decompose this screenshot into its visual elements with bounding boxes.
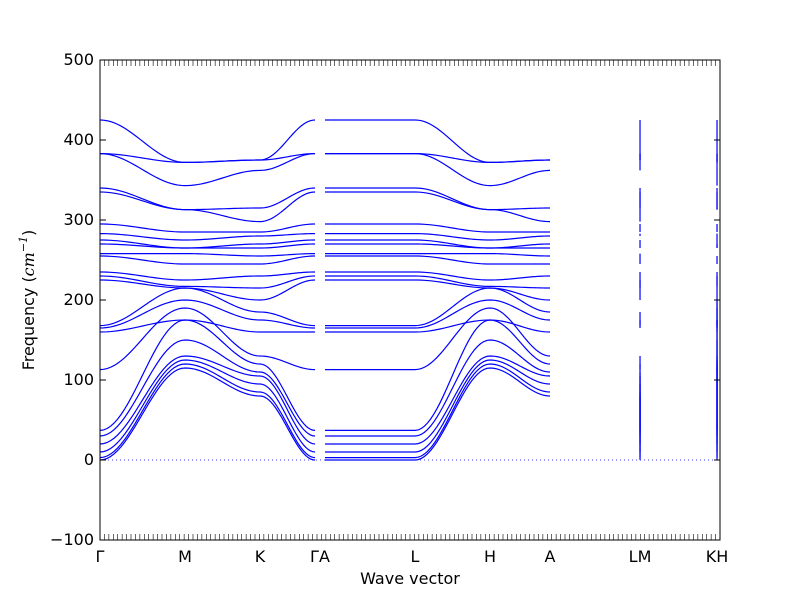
y-tick-label: 200: [63, 290, 94, 309]
y-tick-label: 300: [63, 210, 94, 229]
band-series-6: [99, 319, 718, 431]
band-series-13: [99, 271, 718, 281]
y-tick-label: −100: [50, 530, 94, 549]
x-axis: Γ M K ΓA L H A LM KH: [96, 60, 729, 566]
band-series-1: [99, 367, 718, 461]
band-series-10: [99, 287, 718, 327]
y-tick-label: 400: [63, 130, 94, 149]
y-axis-unit-exponent: −1: [17, 236, 30, 252]
band-series-19: [99, 223, 718, 233]
x-tick-label: L: [411, 547, 420, 566]
y-axis-label: Frequency (cm−1): [17, 230, 38, 371]
x-tick-label: A: [545, 547, 556, 566]
y-tick-label: 100: [63, 370, 94, 389]
band-series-24: [99, 119, 718, 163]
band-series-18: [99, 233, 718, 241]
x-tick-label: ΓA: [310, 547, 330, 566]
y-axis-label-text: Frequency: [19, 288, 38, 371]
band-series-23: [99, 153, 718, 163]
y-axis-unit-base: cm: [19, 252, 38, 276]
band-series-14: [99, 255, 718, 265]
band-series-20: [99, 191, 718, 223]
x-axis-label: Wave vector: [360, 569, 460, 588]
x-tick-label: K: [255, 547, 266, 566]
x-tick-label: H: [484, 547, 496, 566]
y-tick-label: 500: [63, 50, 94, 69]
band-series-15: [100, 253, 641, 257]
band-series-21: [99, 187, 718, 211]
x-tick-label: KH: [706, 547, 729, 566]
band-series-11: [99, 279, 718, 301]
x-tick-label: Γ: [96, 547, 105, 566]
x-tick-label: M: [178, 547, 192, 566]
y-tick-label: 0: [84, 450, 94, 469]
band-series-17: [99, 239, 718, 249]
band-series-9: [99, 299, 718, 329]
band-series-22: [99, 153, 718, 187]
band-series-3: [99, 359, 718, 453]
band-series-7: [99, 307, 718, 371]
band-series-12: [99, 275, 718, 289]
x-tick-label: LM: [629, 547, 652, 566]
band-series-5: [99, 339, 718, 437]
plot-area: [99, 119, 720, 461]
y-axis: −100 0 100 200 300 400 500: [50, 50, 720, 549]
band-series-16: [99, 243, 718, 249]
